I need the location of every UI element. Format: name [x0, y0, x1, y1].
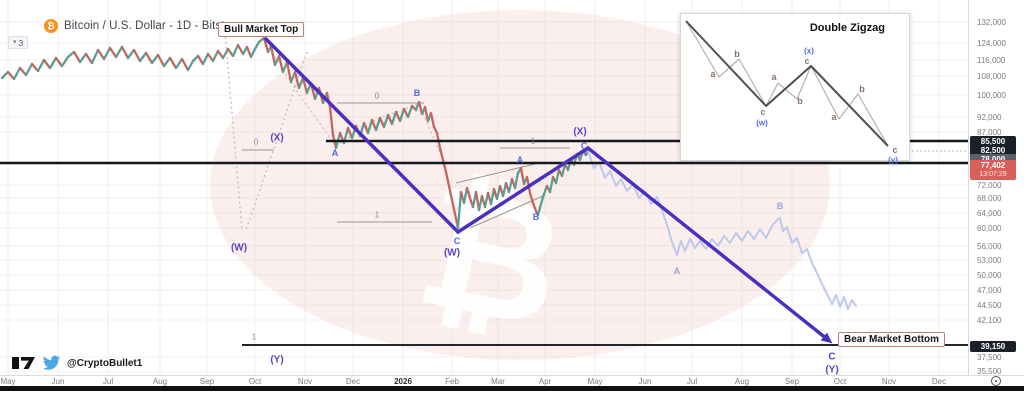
inset-wave-label: (x): [804, 46, 814, 56]
price-tick: 56,000: [977, 242, 1002, 251]
time-tick: Mar: [491, 377, 505, 386]
chart-legend: ₿ Bitcoin / U.S. Dollar - 1D - Bitstamp: [44, 19, 247, 33]
double-zigzag-inset: Double Zigzag a b c (w) a b (x) c a b c (y): [680, 13, 910, 165]
price-tick: 100,000: [977, 91, 1006, 100]
price-tick: 42,100: [977, 316, 1002, 325]
time-tick: Feb: [445, 377, 459, 386]
inset-wave-label: (y): [888, 155, 898, 165]
inset-wave-label: a: [710, 69, 716, 79]
price-level-badge: 78,000: [970, 154, 1016, 165]
inset-wave-label: b: [859, 84, 865, 94]
bottom-bar: [0, 386, 1024, 391]
time-tick: Nov: [297, 377, 313, 386]
price-tick: 64,000: [977, 209, 1002, 218]
price-tick: 132,000: [977, 18, 1006, 27]
time-tick: May: [587, 377, 603, 386]
price-tick: 44,500: [977, 301, 1002, 310]
price-level-badge: 39,150: [970, 341, 1016, 352]
price-tick: 53,000: [977, 256, 1002, 265]
time-tick: Jul: [686, 377, 698, 386]
price-tick: 87,000: [977, 128, 1002, 137]
twitter-handle[interactable]: @CryptoBullet1: [67, 357, 143, 369]
time-tick: Dec: [931, 377, 947, 386]
bear-market-bottom-label[interactable]: Bear Market Bottom: [838, 332, 946, 347]
twitter-icon: [42, 355, 61, 370]
current-price-badge: 77,402 13:07:29: [970, 160, 1016, 180]
price-tick: 116,000: [977, 56, 1006, 65]
chevron-down-icon: ▾: [13, 39, 17, 46]
time-tick: Dec: [345, 377, 361, 386]
time-tick: Nov: [881, 377, 897, 386]
price-tick: 72,000: [977, 181, 1002, 190]
price-tick: 92,000: [977, 113, 1002, 122]
price-tick: 124,000: [977, 39, 1006, 48]
time-tick: Oct: [248, 377, 262, 386]
inset-wave-label: c: [760, 107, 766, 117]
time-tick: 2026: [394, 377, 412, 386]
inset-wave-label: b: [797, 96, 803, 106]
inset-wave-label: a: [771, 72, 777, 82]
object-tree-chip[interactable]: ▾ 3: [8, 36, 29, 49]
time-tick: Aug: [734, 377, 750, 386]
bull-market-top-label[interactable]: Bull Market Top: [218, 22, 305, 37]
time-tick: Sep: [784, 377, 800, 386]
price-tick: 68,000: [977, 194, 1002, 203]
price-tick: 35,500: [977, 367, 1002, 376]
time-tick: Aug: [152, 377, 168, 386]
time-tick: Jul: [102, 377, 114, 386]
time-tick: Oct: [833, 377, 847, 386]
time-tick: Sep: [199, 377, 215, 386]
price-tick: 37,500: [977, 353, 1002, 362]
price-tick: 50,000: [977, 271, 1002, 280]
price-axis[interactable]: 132,000 124,000 116,000 108,000 100,000 92,00…: [968, 0, 1024, 376]
price-tick: 60,000: [977, 224, 1002, 233]
price-level-badge: 82,500: [970, 145, 1016, 156]
inset-title: Double Zigzag: [809, 22, 885, 34]
double-zigzag-diagram: [685, 20, 889, 147]
tradingview-logo: [12, 357, 35, 369]
object-count: 3: [18, 37, 24, 48]
time-tick: Jun: [51, 377, 65, 386]
branding-row: @CryptoBullet1: [12, 355, 142, 371]
axis-settings-icon[interactable]: [991, 376, 1001, 386]
price-tick: 108,000: [977, 72, 1006, 81]
time-tick: Jun: [638, 377, 652, 386]
bitcoin-icon: ₿: [44, 19, 58, 33]
time-axis[interactable]: May Jun Jul Aug Sep Oct Nov Dec 2026 Feb Mar Apr May…: [0, 375, 1024, 387]
inset-wave-label: a: [831, 112, 837, 122]
inset-wave-label: c: [892, 145, 898, 155]
time-tick: Apr: [538, 377, 552, 386]
symbol-title[interactable]: Bitcoin / U.S. Dollar - 1D - Bitstamp: [64, 20, 248, 32]
price-level-badge: 85,500: [970, 136, 1016, 147]
inset-wave-label: c: [804, 56, 810, 66]
time-tick: May: [0, 377, 16, 386]
inset-wave-label: (w): [756, 118, 768, 128]
price-tick: 47,000: [977, 286, 1002, 295]
inset-wave-label: b: [734, 49, 740, 59]
